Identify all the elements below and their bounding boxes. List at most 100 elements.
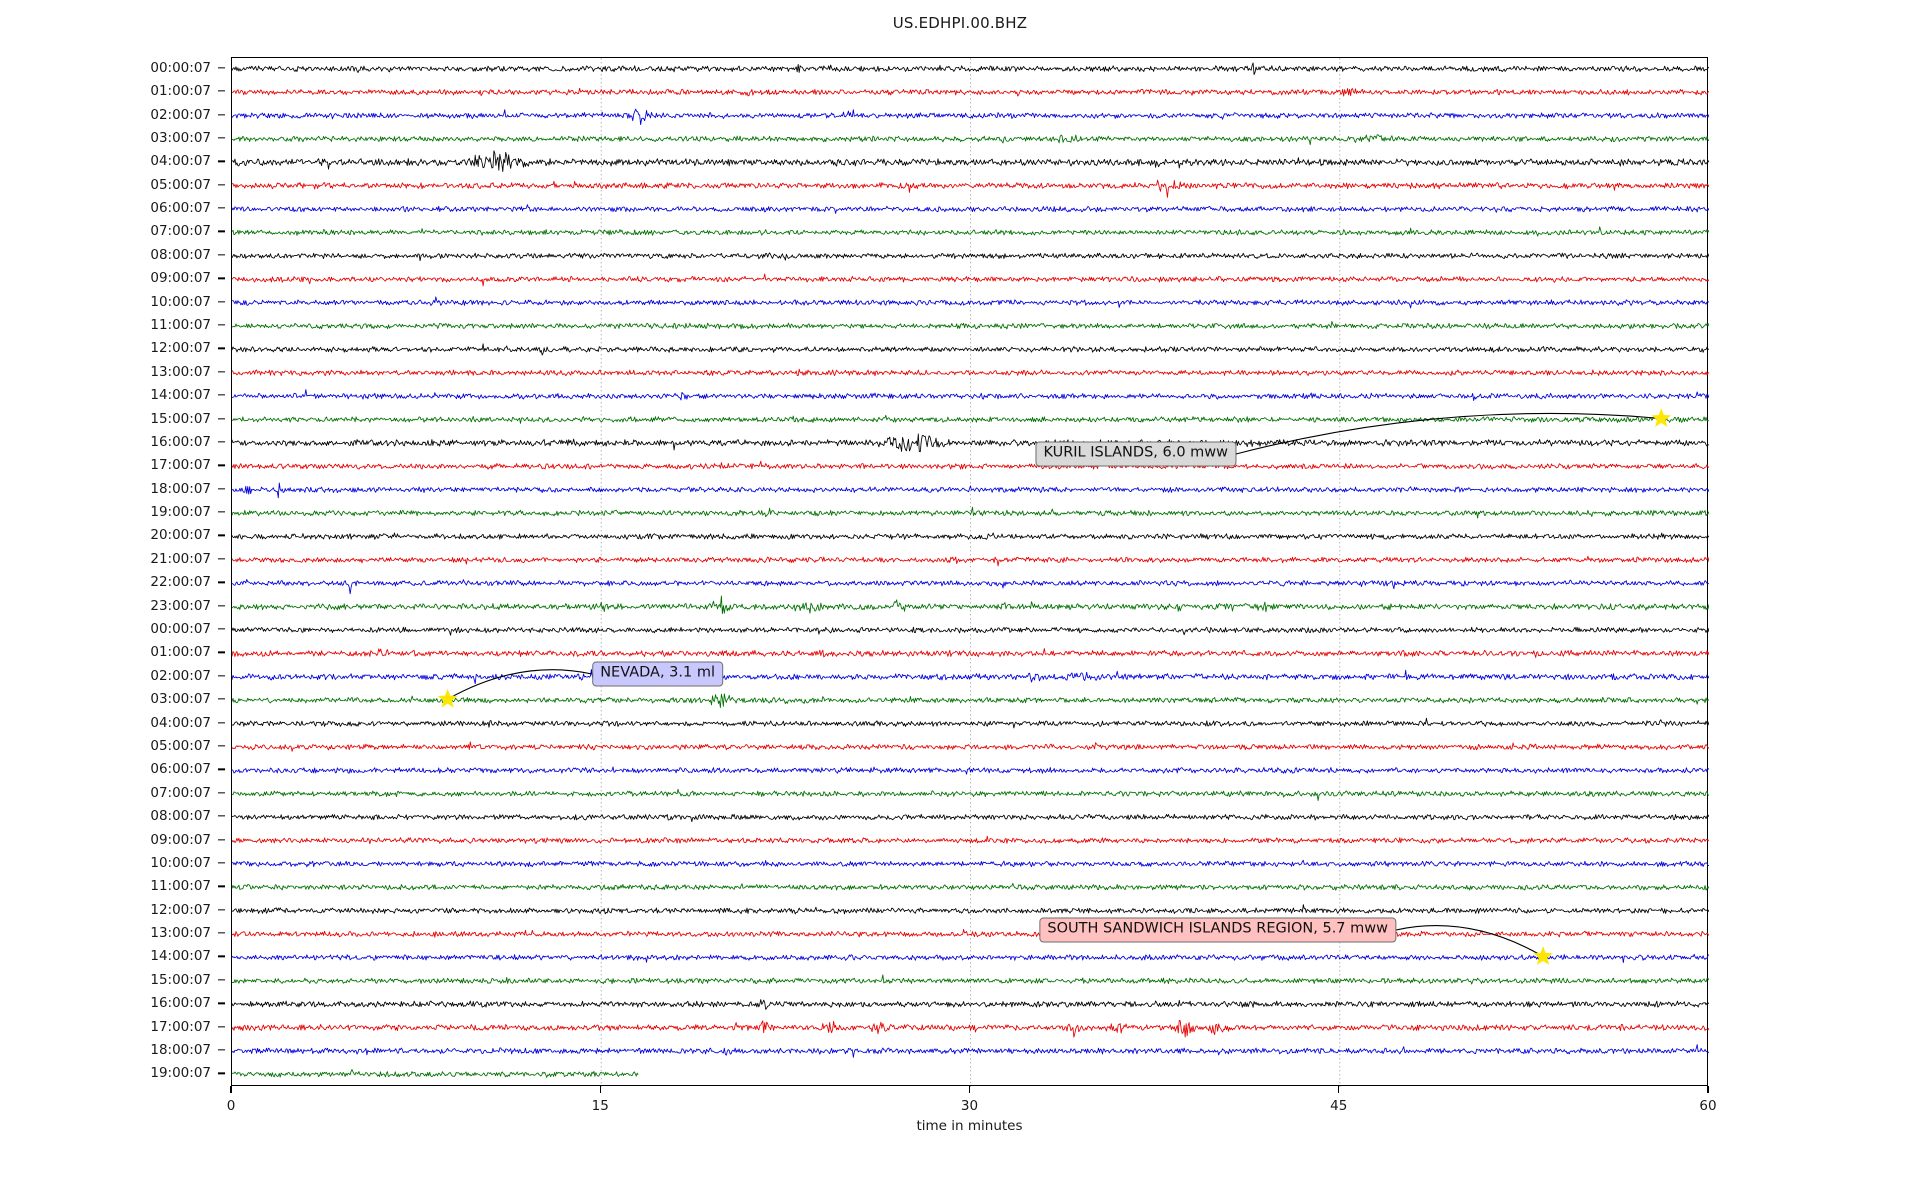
y-tick-mark xyxy=(218,768,225,770)
waveform-trace xyxy=(232,179,1709,198)
y-tick-mark xyxy=(218,792,225,794)
x-tick-mark xyxy=(968,1086,971,1093)
waveform-trace xyxy=(232,532,1709,540)
y-tick-label: 08:00:07 xyxy=(150,246,211,263)
y-tick-label: 16:00:07 xyxy=(150,995,211,1012)
y-tick-label: 23:00:07 xyxy=(150,597,211,614)
y-tick-mark xyxy=(218,838,225,841)
waveform-trace xyxy=(232,343,1709,356)
y-tick-mark xyxy=(218,1002,225,1004)
y-tick-mark xyxy=(218,300,225,303)
x-tick-mark xyxy=(230,1086,232,1093)
y-tick-label: 21:00:07 xyxy=(150,550,211,567)
y-tick-mark xyxy=(218,909,225,911)
waveform-trace xyxy=(232,595,1709,615)
y-tick-mark xyxy=(218,207,225,209)
y-tick-mark xyxy=(218,488,225,490)
y-tick-label: 18:00:07 xyxy=(150,480,211,497)
waveform-trace xyxy=(232,766,1709,775)
y-tick-mark xyxy=(218,955,225,958)
waveform-trace xyxy=(232,62,1709,76)
x-axis-title: time in minutes xyxy=(916,1118,1023,1134)
y-tick-label: 16:00:07 xyxy=(150,433,211,450)
y-tick-mark xyxy=(218,885,225,887)
y-tick-mark xyxy=(218,160,225,162)
waveform-trace xyxy=(232,555,1709,567)
waveform-trace xyxy=(232,134,1709,146)
plot-area xyxy=(231,57,1709,1087)
y-tick-label: 19:00:07 xyxy=(150,504,211,521)
waveform-trace xyxy=(232,296,1709,309)
y-tick-label: 05:00:07 xyxy=(150,737,211,754)
y-tick-label: 00:00:07 xyxy=(150,59,211,76)
y-tick-label: 04:00:07 xyxy=(150,153,211,170)
y-tick-label: 13:00:07 xyxy=(150,363,211,380)
x-tick-mark xyxy=(1338,1086,1340,1093)
waveform-trace xyxy=(232,87,1709,97)
y-tick-label: 10:00:07 xyxy=(150,293,211,310)
y-tick-label: 18:00:07 xyxy=(150,1041,211,1058)
x-tick-mark xyxy=(599,1086,601,1093)
page-title: US.EDHPI.00.BHZ xyxy=(892,14,1028,32)
y-tick-mark xyxy=(218,1025,225,1028)
y-tick-label: 15:00:07 xyxy=(150,971,211,988)
waveform-trace xyxy=(232,226,1709,237)
event-annotation-south-sandwich: SOUTH SANDWICH ISLANDS REGION, 5.7 mww xyxy=(1039,917,1396,943)
y-tick-label: 05:00:07 xyxy=(150,176,211,193)
waveform-trace xyxy=(232,626,1709,636)
y-tick-label: 01:00:07 xyxy=(150,644,211,661)
y-tick-label: 15:00:07 xyxy=(150,410,211,427)
waveform-trace xyxy=(232,320,1709,330)
y-tick-label: 06:00:07 xyxy=(150,200,211,217)
y-tick-label: 10:00:07 xyxy=(150,854,211,871)
y-tick-label: 22:00:07 xyxy=(150,574,211,591)
y-tick-mark xyxy=(218,558,225,560)
x-tick-label: 45 xyxy=(1330,1098,1348,1114)
y-tick-mark xyxy=(218,745,225,747)
y-tick-label: 17:00:07 xyxy=(150,1018,211,1035)
y-tick-mark xyxy=(218,417,225,420)
waveform-trace xyxy=(232,741,1709,752)
x-tick-label: 60 xyxy=(1699,1098,1717,1114)
y-tick-mark xyxy=(218,534,225,537)
y-tick-label: 20:00:07 xyxy=(150,527,211,544)
waveform-trace xyxy=(232,578,1709,595)
y-tick-mark xyxy=(218,511,225,513)
waveform-trace xyxy=(232,506,1709,519)
x-tick-mark xyxy=(1707,1086,1709,1093)
y-tick-mark xyxy=(218,581,225,583)
y-tick-label: 12:00:07 xyxy=(150,901,211,918)
y-axis-labels: 00:00:07 01:00:07 02:00:07 03:00:07 04:00:07… xyxy=(0,57,225,1086)
y-tick-mark xyxy=(218,137,225,139)
waveform-trace xyxy=(232,788,1709,802)
waveform-trace xyxy=(232,108,1709,126)
waveform-trace xyxy=(232,648,1709,658)
y-tick-label: 03:00:07 xyxy=(150,691,211,708)
waveform-trace xyxy=(232,904,1709,915)
y-tick-label: 04:00:07 xyxy=(150,714,211,731)
y-tick-label: 09:00:07 xyxy=(150,831,211,848)
x-tick-label: 30 xyxy=(960,1098,979,1114)
waveform-trace xyxy=(232,974,1709,985)
y-tick-mark xyxy=(218,254,225,256)
waveform-trace xyxy=(232,204,1709,214)
y-tick-label: 07:00:07 xyxy=(150,784,211,801)
y-tick-mark xyxy=(218,324,225,326)
waveform-trace xyxy=(232,813,1709,823)
waveform-trace xyxy=(232,882,1709,891)
y-tick-mark xyxy=(218,979,225,981)
y-tick-label: 02:00:07 xyxy=(150,106,211,123)
y-tick-label: 14:00:07 xyxy=(150,948,211,965)
y-tick-mark xyxy=(218,230,225,233)
event-annotation-kuril: KURIL ISLANDS, 6.0 mww xyxy=(1035,441,1236,467)
y-tick-mark xyxy=(218,347,225,350)
y-tick-label: 11:00:07 xyxy=(150,317,211,333)
x-axis-labels: 0 15 30 45 60 xyxy=(227,1086,1717,1126)
y-tick-label: 12:00:07 xyxy=(150,340,211,357)
waveform-trace xyxy=(232,859,1709,868)
y-tick-mark xyxy=(218,90,225,92)
y-tick-mark xyxy=(218,628,225,630)
y-tick-label: 08:00:07 xyxy=(150,808,211,825)
waveform-trace xyxy=(232,953,1709,963)
